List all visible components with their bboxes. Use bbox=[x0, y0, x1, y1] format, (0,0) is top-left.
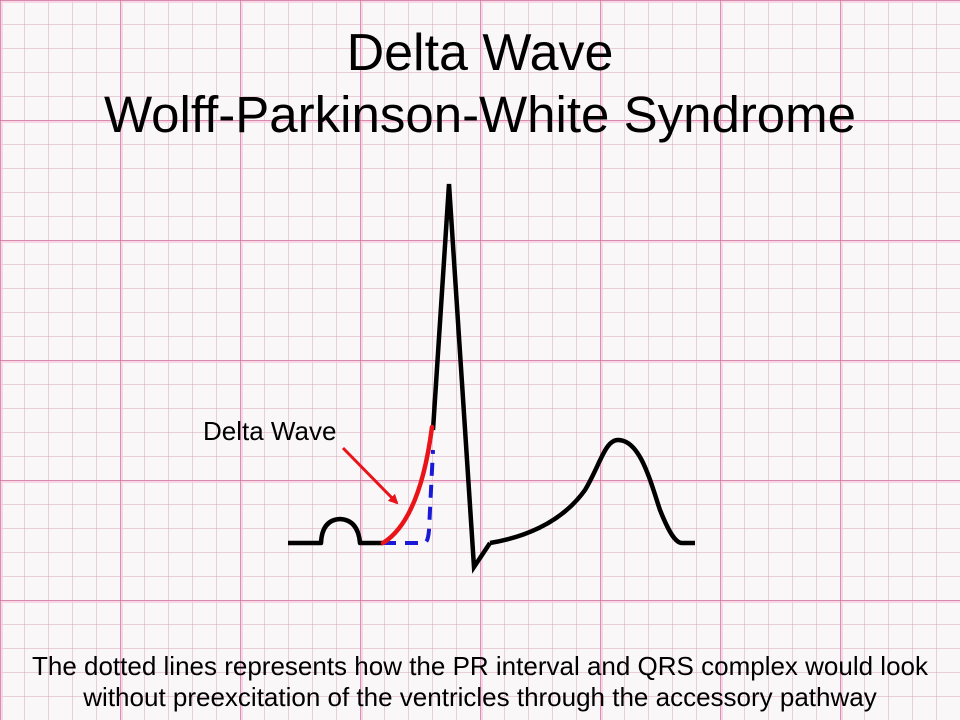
title-line-1: Delta Wave bbox=[346, 24, 614, 82]
delta-wave-label: Delta Wave bbox=[203, 416, 337, 446]
qrs-complex bbox=[430, 183, 492, 574]
delta-wave-curve bbox=[380, 424, 435, 546]
caption-line-2: without preexcitation of the ventricles … bbox=[83, 682, 877, 712]
normal-conduction-dashed-path bbox=[383, 449, 435, 545]
ecg-trace bbox=[288, 183, 695, 574]
caption-line-1: The dotted lines represents how the PR i… bbox=[31, 651, 929, 681]
title-line-2: Wolff-Parkinson-White Syndrome bbox=[103, 86, 857, 143]
p-wave bbox=[288, 516, 383, 546]
delta-wave-arrow bbox=[341, 446, 399, 505]
st-segment-t-wave bbox=[489, 437, 695, 546]
